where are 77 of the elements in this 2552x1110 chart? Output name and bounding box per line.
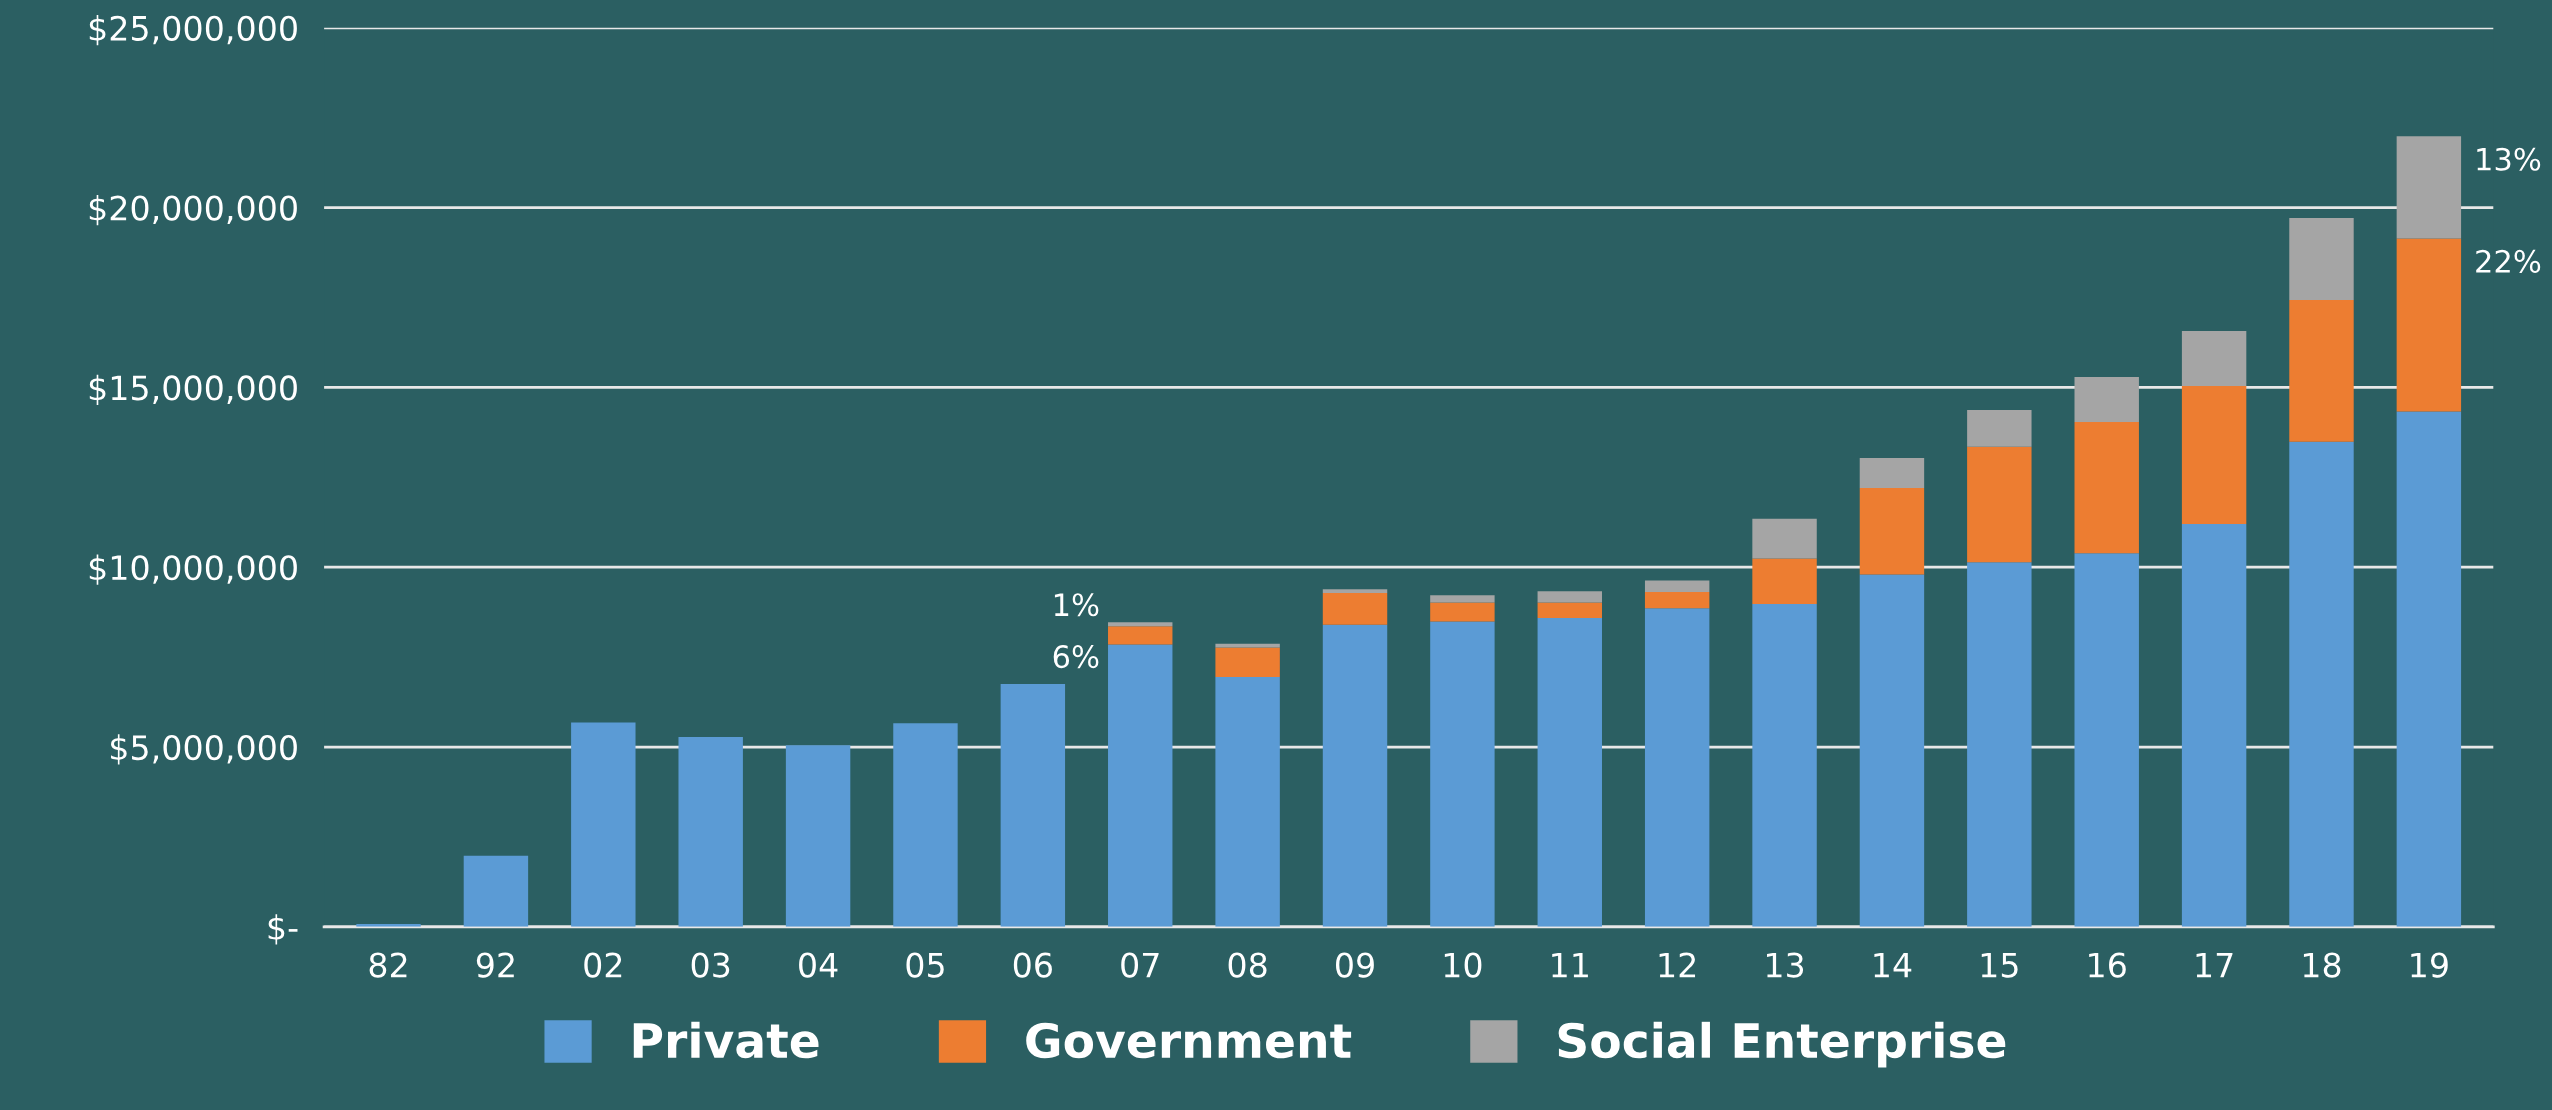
bar <box>1108 622 1173 627</box>
y-tick-label: $5,000,000 <box>111 734 297 765</box>
bar <box>1430 595 1495 603</box>
bar <box>2181 524 2247 927</box>
bar <box>1322 593 1388 625</box>
bar <box>785 745 851 927</box>
annotation: 22% <box>2476 249 2541 273</box>
x-tick-label: 06 <box>1013 952 1052 978</box>
bar <box>1644 580 1710 593</box>
bar <box>1537 602 1602 618</box>
y-tick-label: $- <box>268 914 298 945</box>
y-tick-label: $25,000,000 <box>89 15 297 46</box>
x-tick-label: 08 <box>1228 952 1267 978</box>
x-tick-label: 17 <box>2196 952 2233 978</box>
bar <box>2289 441 2354 927</box>
legend-label: Private <box>633 1021 819 1059</box>
bar <box>1752 603 1817 927</box>
bar <box>1108 626 1173 645</box>
x-tick-label: 16 <box>2089 952 2126 978</box>
y-tick-label: $20,000,000 <box>89 194 297 226</box>
legend-label: Social Enterprise <box>1558 1021 2006 1068</box>
bar <box>571 722 636 927</box>
bar <box>2074 553 2139 927</box>
bar <box>1537 591 1602 603</box>
annotation: 6% <box>1053 645 1099 669</box>
x-tick-label: 82 <box>369 952 407 978</box>
x-tick-label: 18 <box>2303 952 2341 978</box>
bar <box>1859 574 1925 927</box>
x-tick-label: 02 <box>584 952 622 978</box>
annotation: 13% <box>2477 147 2541 171</box>
x-tick-label: 04 <box>799 952 838 978</box>
x-tick-label: 11 <box>1552 952 1588 978</box>
x-tick-label: 14 <box>1874 952 1912 978</box>
bar <box>1108 644 1173 927</box>
bar <box>2396 136 2462 239</box>
bar <box>1859 488 1925 575</box>
bar <box>1322 624 1388 927</box>
bar <box>1752 518 1817 559</box>
bar <box>2289 300 2354 442</box>
x-tick-label: 07 <box>1121 952 1159 978</box>
x-tick-label: 12 <box>1659 952 1696 978</box>
x-tick-label: 13 <box>1767 952 1804 978</box>
bar <box>2396 238 2462 412</box>
y-tick-label: $15,000,000 <box>89 374 297 405</box>
bar <box>1000 684 1066 927</box>
bar <box>2181 330 2247 386</box>
bar <box>1644 608 1710 927</box>
bar <box>1859 457 1925 489</box>
x-tick-label: 19 <box>2411 952 2448 978</box>
x-tick-label: 92 <box>476 952 514 978</box>
x-tick-label: 09 <box>1336 952 1374 978</box>
y-tick-label: $10,000,000 <box>89 554 297 585</box>
x-tick-label: 03 <box>691 952 730 978</box>
bar <box>2074 421 2139 554</box>
bar <box>2396 411 2462 927</box>
x-tick-label: 05 <box>906 952 944 978</box>
bar <box>1967 562 2032 927</box>
bar <box>2074 376 2139 422</box>
bar <box>2181 385 2247 525</box>
annotation: 1% <box>1054 593 1099 617</box>
bar <box>678 736 743 927</box>
bar <box>1215 647 1280 677</box>
legend-label: Government <box>1026 1022 1352 1059</box>
bar <box>463 855 529 927</box>
x-tick-label: 10 <box>1444 952 1482 978</box>
bar <box>1322 589 1388 594</box>
bar <box>2289 218 2354 300</box>
bar <box>893 723 958 927</box>
x-tick-label: 15 <box>1981 952 2018 978</box>
bar <box>1537 617 1602 927</box>
bar <box>1967 446 2032 563</box>
bar <box>1215 676 1280 927</box>
bar <box>1752 558 1817 604</box>
bar <box>1430 621 1495 927</box>
bar <box>1430 602 1495 622</box>
bar <box>1967 410 2032 447</box>
bar <box>1644 592 1710 609</box>
